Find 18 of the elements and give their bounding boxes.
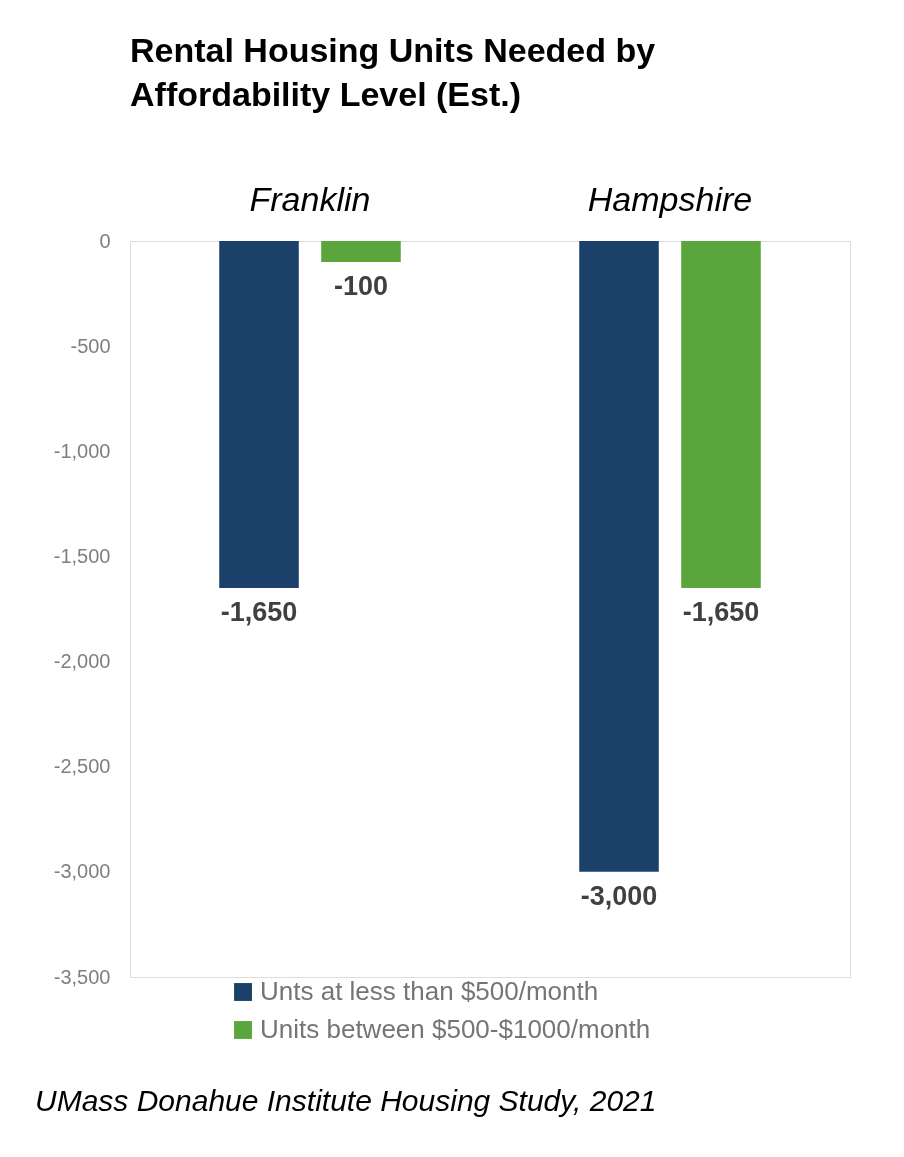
data-label: -3,000	[580, 880, 658, 911]
data-label: -1,650	[220, 596, 298, 627]
y-tick-label: -1,500	[53, 544, 111, 567]
y-tick-label: -2,000	[53, 650, 111, 673]
x-tick-label: Franklin	[249, 179, 371, 218]
y-tick-label: -2,500	[53, 755, 111, 778]
legend-label: Units between $500-$1000/month	[260, 1014, 651, 1044]
y-tick-label: -3,000	[53, 860, 111, 883]
y-tick-label: -3,500	[53, 965, 111, 988]
chart-title: Rental Housing Units Needed by Affordability Level (Est.)	[130, 31, 656, 113]
y-tick-label: -500	[70, 334, 111, 357]
y-tick-label: -1,000	[53, 439, 111, 462]
data-label: -100	[333, 271, 389, 302]
y-tick-label: 0	[99, 229, 111, 252]
data-label: -1,650	[682, 596, 760, 627]
legend-label: Unts at less than $500/month	[260, 976, 599, 1006]
text: UMass Donahue Institute Housing Study, 2021	[35, 1084, 657, 1117]
x-tick-label: Hampshire	[587, 179, 753, 218]
